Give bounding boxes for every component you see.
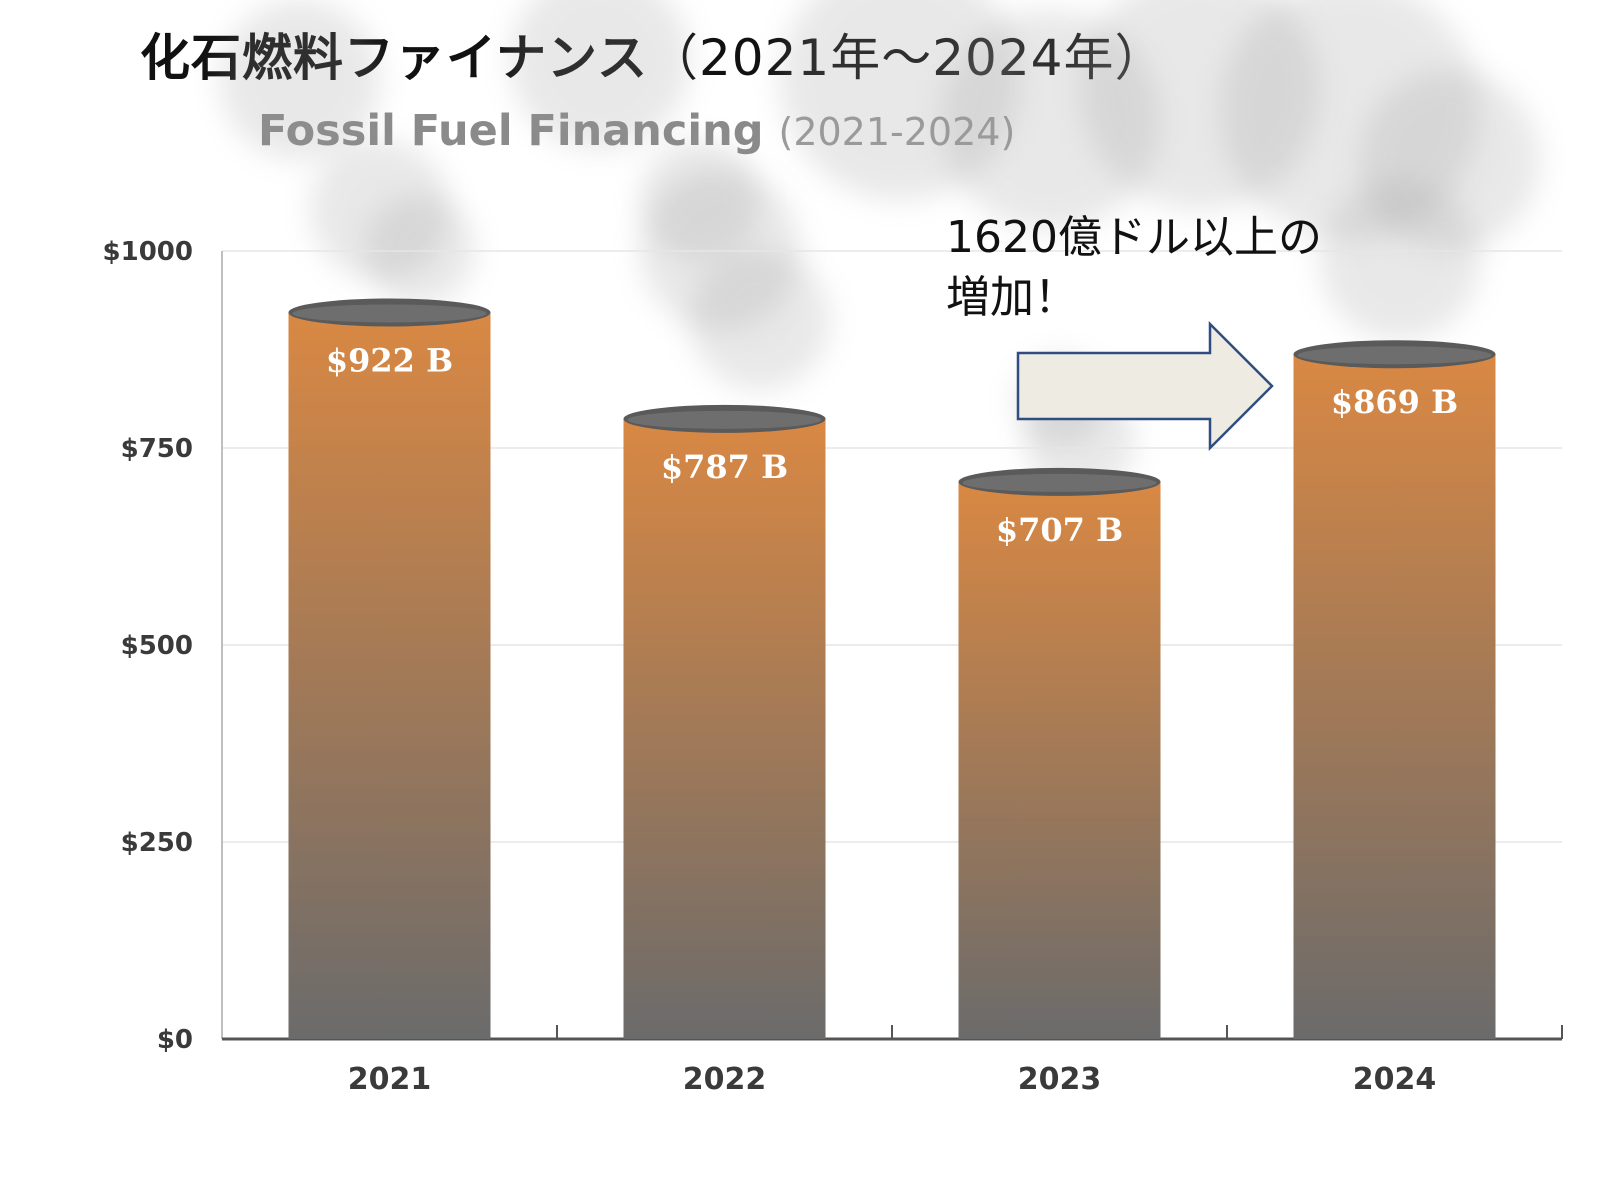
bar-2024 [1293, 354, 1496, 1039]
bar-value-label: $707 B [996, 511, 1123, 549]
x-tick-label: 2023 [1018, 1062, 1102, 1097]
arrow-annotation [1016, 320, 1274, 452]
bar-value-label: $922 B [326, 341, 453, 379]
smoke-puff-4 [640, 140, 760, 260]
increase-annotation-line1: 1620億ドル以上の [946, 212, 1322, 263]
x-tick-label: 2021 [348, 1062, 432, 1097]
smoke-puff-14 [220, 0, 380, 160]
bar-value-label: $787 B [661, 448, 788, 486]
smoke-puff-12 [1320, 180, 1480, 340]
smoke-puff-3 [690, 250, 830, 390]
increase-annotation-line2: 増加！ [946, 272, 1078, 323]
bars: $922 B 2021 $787 B 2022 $707 B 2023 $869 B 2024 [288, 298, 1496, 1097]
bar-cap-inner-2021 [292, 304, 487, 323]
bar-cap-inner-2024 [1297, 346, 1492, 365]
y-tick-label: $500 [121, 631, 193, 661]
y-tick-label: $750 [121, 434, 193, 464]
smoke-puff-1 [365, 195, 475, 305]
right-arrow-icon [1016, 320, 1274, 452]
bar-value-label: $869 B [1331, 383, 1458, 421]
bar-cap-inner-2022 [627, 410, 822, 429]
bar-cap-inner-2023 [962, 473, 1157, 492]
x-tick-label: 2024 [1353, 1062, 1437, 1097]
bar-2022 [623, 418, 826, 1039]
smoke-puff-13 [510, 0, 690, 150]
smoke-layer [220, 0, 1540, 495]
bar-2021 [288, 312, 491, 1039]
bar-2023 [958, 481, 1161, 1039]
y-tick-label: $1000 [103, 237, 193, 267]
x-tick-label: 2022 [683, 1062, 767, 1097]
increase-annotation: 1620億ドル以上の 増加！ [946, 208, 1322, 328]
y-tick-label: $250 [121, 828, 193, 858]
y-tick-label: $0 [157, 1025, 193, 1055]
